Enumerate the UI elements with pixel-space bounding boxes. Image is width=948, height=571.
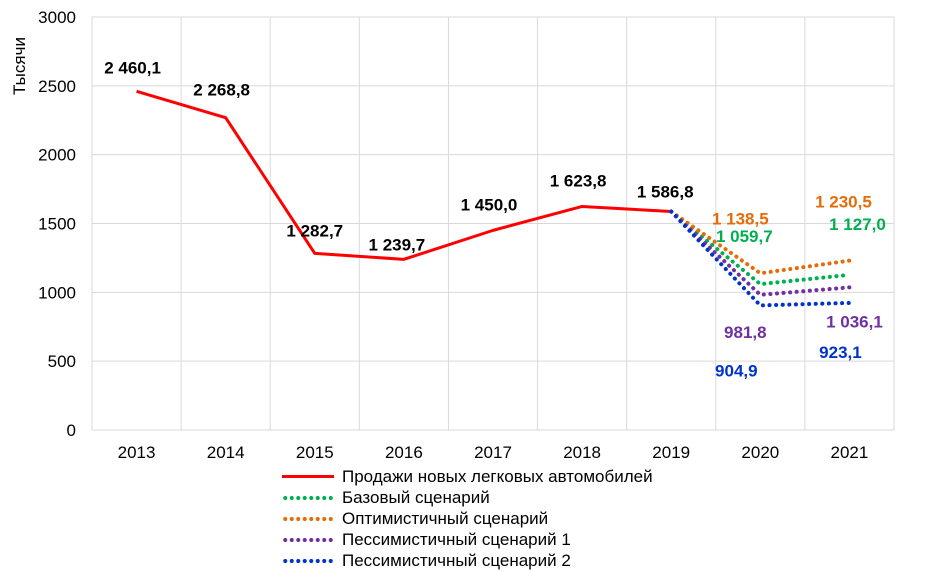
series-line-3	[669, 209, 852, 297]
legend-label: Пессимистичный сценарий 1	[342, 529, 571, 549]
data-label: 2 460,1	[104, 58, 161, 77]
data-label: 923,1	[819, 343, 862, 362]
y-tick-label: 3000	[38, 8, 76, 27]
legend-swatch	[282, 495, 334, 500]
legend-label: Продажи новых легковых автомобилей	[342, 466, 653, 486]
series-line-0	[136, 89, 672, 261]
x-tick-label: 2013	[118, 443, 156, 462]
series-lines	[136, 89, 852, 308]
x-tick-label: 2014	[207, 443, 245, 462]
y-tick-label: 2000	[38, 146, 76, 165]
data-label: 1 450,0	[461, 195, 518, 214]
legend-swatch	[282, 537, 334, 542]
legend-swatch	[282, 558, 334, 563]
y-axis-ticks: 0 500 1000 1500 2000 2500 3000	[38, 8, 76, 440]
y-tick-label: 2500	[38, 77, 76, 96]
legend-swatch	[282, 475, 334, 478]
y-tick-label: 0	[67, 421, 76, 440]
data-label: 1 239,7	[369, 235, 426, 254]
x-tick-label: 2017	[474, 443, 512, 462]
legend-item: Оптимистичный сценарий	[282, 508, 653, 529]
legend-label: Базовый сценарий	[342, 487, 490, 507]
legend-item: Пессимистичный сценарий 2	[282, 550, 653, 571]
y-axis-label: Тысячи	[10, 37, 29, 95]
x-tick-label: 2018	[563, 443, 601, 462]
x-tick-label: 2016	[385, 443, 423, 462]
legend-label: Оптимистичный сценарий	[342, 508, 549, 528]
x-tick-label: 2020	[741, 443, 779, 462]
data-label: 2 268,8	[193, 81, 250, 100]
x-tick-label: 2015	[296, 443, 334, 462]
data-label: 1 127,0	[829, 215, 886, 234]
data-label: 1 059,7	[716, 227, 773, 246]
series-line-1	[669, 209, 852, 287]
data-label: 904,9	[715, 361, 758, 380]
data-label: 1 623,8	[550, 171, 607, 190]
legend: Продажи новых легковых автомобилей Базовы…	[282, 466, 653, 571]
legend-label: Пессимистичный сценарий 2	[342, 550, 571, 570]
legend-item: Базовый сценарий	[282, 487, 653, 508]
data-label: 1 138,5	[712, 209, 769, 228]
y-tick-label: 500	[48, 352, 76, 371]
data-labels: 2 460,1 2 268,8 1 282,7 1 239,7 1 450,0 1 623…	[104, 58, 886, 380]
legend-swatch	[282, 516, 334, 521]
data-label: 1 230,5	[815, 193, 872, 212]
x-tick-label: 2021	[831, 443, 869, 462]
legend-item: Продажи новых легковых автомобилей	[282, 466, 653, 487]
y-tick-label: 1500	[38, 215, 76, 234]
data-label: 1 036,1	[826, 312, 883, 331]
data-label: 981,8	[724, 323, 767, 342]
grid-lines	[91, 16, 895, 431]
y-tick-label: 1000	[38, 283, 76, 302]
legend-item: Пессимистичный сценарий 1	[282, 529, 653, 550]
data-label: 1 586,8	[637, 183, 694, 202]
x-axis-ticks: 2013 2014 2015 2016 2017 2018 2019 2020 2021	[118, 443, 869, 462]
data-label: 1 282,7	[286, 221, 343, 240]
x-tick-label: 2019	[652, 443, 690, 462]
